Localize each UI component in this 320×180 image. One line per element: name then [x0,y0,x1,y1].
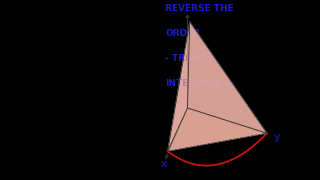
Text: REVERSE THE: REVERSE THE [165,4,234,13]
Text: INTEGRALS: INTEGRALS [165,79,222,88]
Text: ORDER: ORDER [165,29,201,38]
Text: 2. $\int_{0}^{4}\int_{-\sqrt{4-y}}^{\sqrt{4-y}}\int_{0}^{4y} f(x,y,z)\,dz\,dx\,d: 2. $\int_{0}^{4}\int_{-\sqrt{4-y}}^{\sqr… [51,37,137,56]
Polygon shape [168,22,190,151]
Text: 4. $\int_{0}^{4}\int_{0}^{4y}\int_{-\sqrt{4-y}}^{\sqrt{4-y}} f(x,y,z)\,dx\,dz\,d: 4. $\int_{0}^{4}\int_{0}^{4y}\int_{-\sqr… [51,92,137,111]
Text: 1. $\int_{-2}^{2}\int_{0}^{4-x^2}\int_{0}^{4y} f(x,y,z)\,dz\,dy\,dx$: 1. $\int_{-2}^{2}\int_{0}^{4-x^2}\int_{0… [51,9,135,26]
Text: 3. $\int_{0}^{32}\int_{\frac{z}{4}}^{1}\int_{-\sqrt{4-y}}^{\sqrt{4-y}} f(x,y,z)\: 3. $\int_{0}^{32}\int_{\frac{z}{4}}^{1}\… [51,64,137,83]
Text: y: y [274,132,280,142]
Polygon shape [168,108,267,151]
Text: 5. $\int_{-2}^{2}\int_{0}^{4(4-x^2)}\int_{\frac{z}{4}}^{4-x^2} f(x,y,z)\,dy\,dz\: 5. $\int_{-2}^{2}\int_{0}^{4(4-x^2)}\int… [51,119,147,138]
Polygon shape [188,22,267,133]
Text: 6. $\int_{0}^{32}\int_{-\sqrt{4-z/4}}^{\sqrt{4-z/4}}\int_{\frac{z}{4}}^{4-x^2} f: 6. $\int_{0}^{32}\int_{-\sqrt{4-z/4}}^{\… [51,147,149,166]
Text: x: x [161,159,167,169]
Polygon shape [168,22,267,151]
Text: - TRIPLE: - TRIPLE [165,54,207,63]
